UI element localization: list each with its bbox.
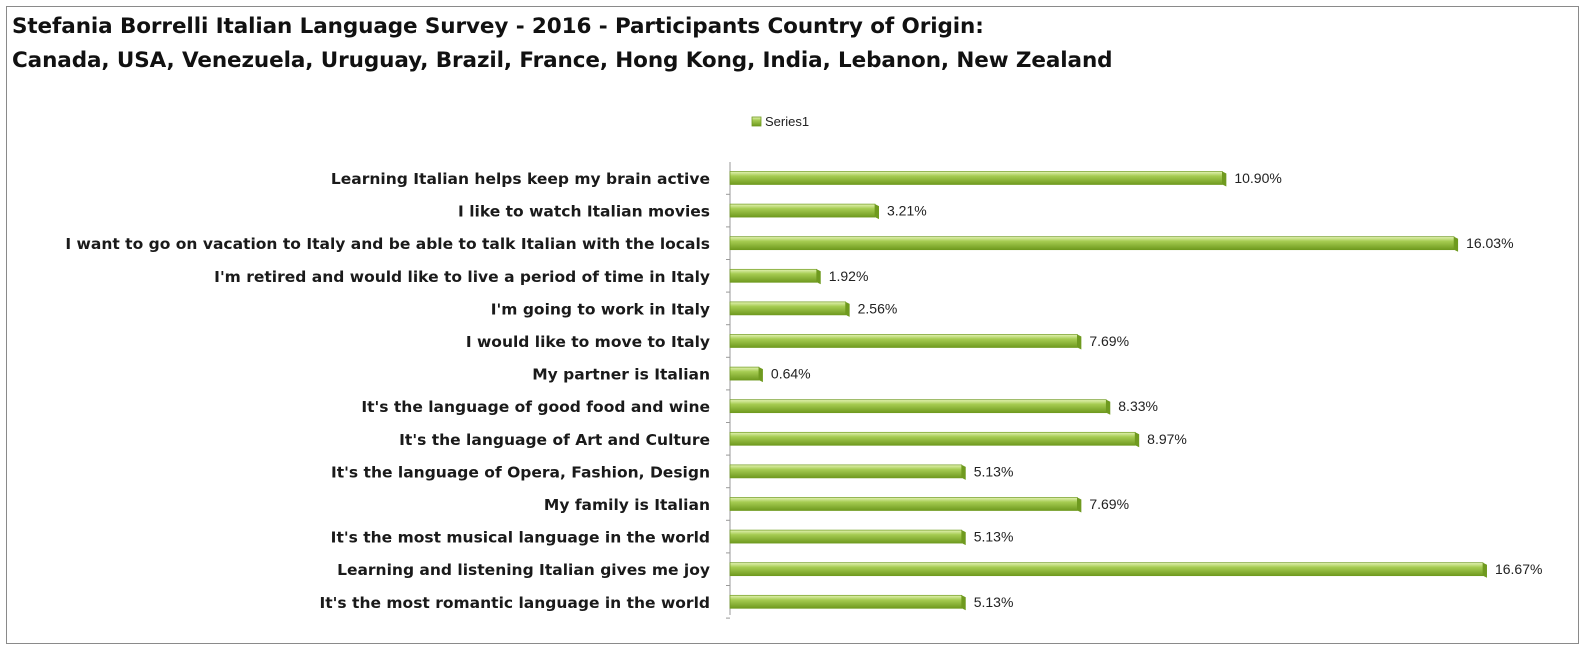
bar-face — [729, 236, 1455, 251]
bar-end — [1106, 399, 1111, 415]
bar-face — [729, 203, 876, 218]
bar-end — [1077, 334, 1082, 350]
bar — [729, 301, 850, 317]
bar-end — [961, 464, 966, 480]
data-label: 16.03% — [1466, 235, 1513, 251]
data-label: 7.69% — [1089, 333, 1129, 349]
category-label: It's the language of Opera, Fashion, Des… — [331, 463, 710, 481]
category-label: It's the most romantic language in the w… — [320, 594, 711, 612]
bar-face — [729, 464, 963, 479]
bar-end — [961, 595, 966, 611]
bar — [729, 366, 763, 383]
data-label: 10.90% — [1234, 170, 1281, 186]
bar — [729, 464, 966, 480]
bar — [729, 171, 1227, 187]
bar-face — [729, 171, 1223, 185]
data-label: 8.33% — [1118, 398, 1158, 414]
category-label: My partner is Italian — [532, 366, 710, 384]
bar — [729, 497, 1082, 513]
bar-face — [729, 301, 846, 316]
category-label: Learning and listening Italian gives me … — [337, 561, 710, 579]
bar-end — [816, 269, 821, 285]
bar — [729, 203, 879, 220]
bar — [729, 431, 1140, 448]
chart-title-line-1: Stefania Borrelli Italian Language Surve… — [12, 14, 984, 39]
bar-face — [729, 562, 1484, 577]
data-label: 7.69% — [1089, 496, 1129, 512]
bar — [729, 236, 1459, 252]
data-label: 5.13% — [974, 463, 1014, 479]
chart-title-line-2: Canada, USA, Venezuela, Uruguay, Brazil,… — [12, 48, 1113, 73]
bar — [729, 594, 966, 611]
data-label: 5.13% — [974, 529, 1014, 545]
bar-end — [1077, 497, 1082, 513]
bar-face — [729, 497, 1078, 511]
category-label: My family is Italian — [544, 496, 710, 514]
data-label: 1.92% — [829, 268, 869, 284]
data-label: 3.21% — [887, 203, 927, 219]
category-label: I'm going to work in Italy — [491, 300, 710, 318]
category-label: I like to watch Italian movies — [458, 203, 710, 221]
category-label: It's the most musical language in the wo… — [331, 529, 710, 547]
bar-face — [729, 334, 1078, 348]
bar-face — [729, 366, 760, 381]
data-label: 5.13% — [974, 594, 1014, 610]
bar — [729, 268, 821, 285]
data-label: 2.56% — [858, 300, 898, 316]
legend-label: Series1 — [765, 114, 809, 129]
bar-end — [874, 204, 879, 220]
category-label: I would like to move to Italy — [466, 333, 710, 351]
bar — [729, 334, 1082, 350]
bar — [729, 399, 1111, 415]
bar-end — [1135, 432, 1140, 448]
bar-face — [729, 594, 963, 609]
plot-area: Learning Italian helps keep my brain act… — [65, 162, 1542, 619]
legend: Series1 — [751, 114, 809, 129]
chart-title: Stefania Borrelli Italian Language Surve… — [12, 10, 1562, 78]
bar-end — [1482, 562, 1487, 578]
bar-end — [845, 301, 850, 317]
bar-end — [1222, 171, 1227, 187]
bar-face — [729, 431, 1136, 446]
bar-face — [729, 529, 963, 544]
bar-face — [729, 399, 1107, 414]
bar-face — [729, 268, 818, 283]
data-label: 8.97% — [1147, 431, 1187, 447]
category-label: Learning Italian helps keep my brain act… — [331, 170, 710, 188]
category-label: It's the language of Art and Culture — [399, 431, 710, 449]
bar — [729, 562, 1487, 578]
bar-end — [961, 530, 966, 546]
category-label: I'm retired and would like to live a per… — [214, 268, 710, 286]
category-label: It's the language of good food and wine — [361, 398, 710, 416]
bar-end — [758, 367, 763, 383]
data-label: 16.67% — [1495, 561, 1542, 577]
legend-swatch — [751, 116, 762, 127]
category-label: I want to go on vacation to Italy and be… — [65, 235, 710, 253]
bar — [729, 529, 966, 546]
data-label: 0.64% — [771, 366, 811, 382]
bar-end — [1454, 236, 1459, 252]
